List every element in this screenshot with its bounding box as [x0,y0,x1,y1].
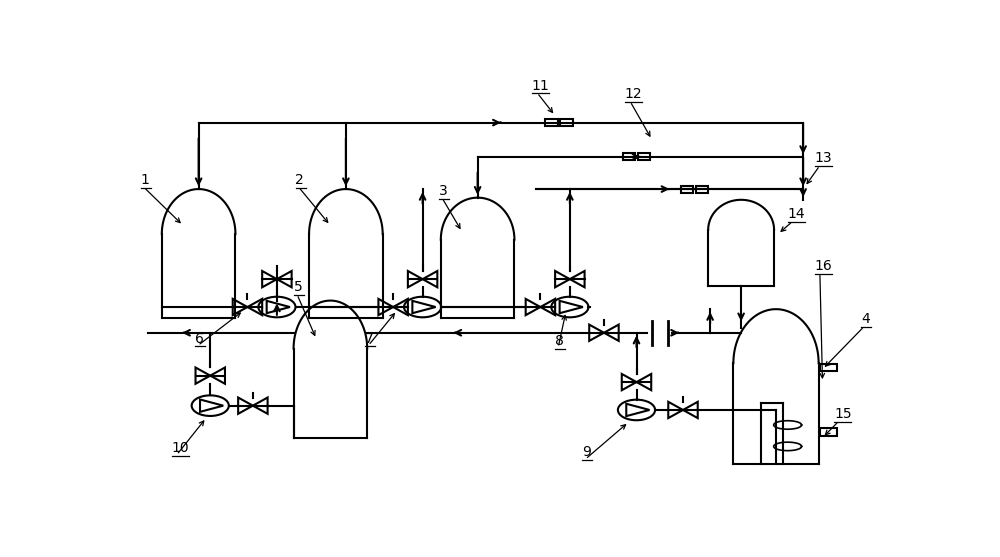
Bar [820,428,837,436]
Text: 11: 11 [532,79,550,92]
Text: 4: 4 [861,312,870,326]
Text: 15: 15 [834,407,852,421]
Bar [681,185,693,193]
Text: 6: 6 [195,331,204,345]
Text: 5: 5 [294,280,303,294]
Text: 2: 2 [296,173,304,187]
Bar [560,119,573,126]
Bar [623,154,635,160]
Bar [820,364,837,372]
Text: 3: 3 [439,184,448,198]
Bar [545,119,558,126]
Text: 7: 7 [365,331,374,345]
Text: 16: 16 [815,258,832,273]
Text: 14: 14 [788,207,805,221]
Text: 9: 9 [582,445,591,460]
Text: 1: 1 [140,173,149,187]
Text: 13: 13 [815,152,832,165]
Text: 8: 8 [555,334,564,348]
Text: 12: 12 [625,87,642,101]
Bar [638,154,650,160]
Bar [696,185,708,193]
Text: 10: 10 [172,441,189,455]
